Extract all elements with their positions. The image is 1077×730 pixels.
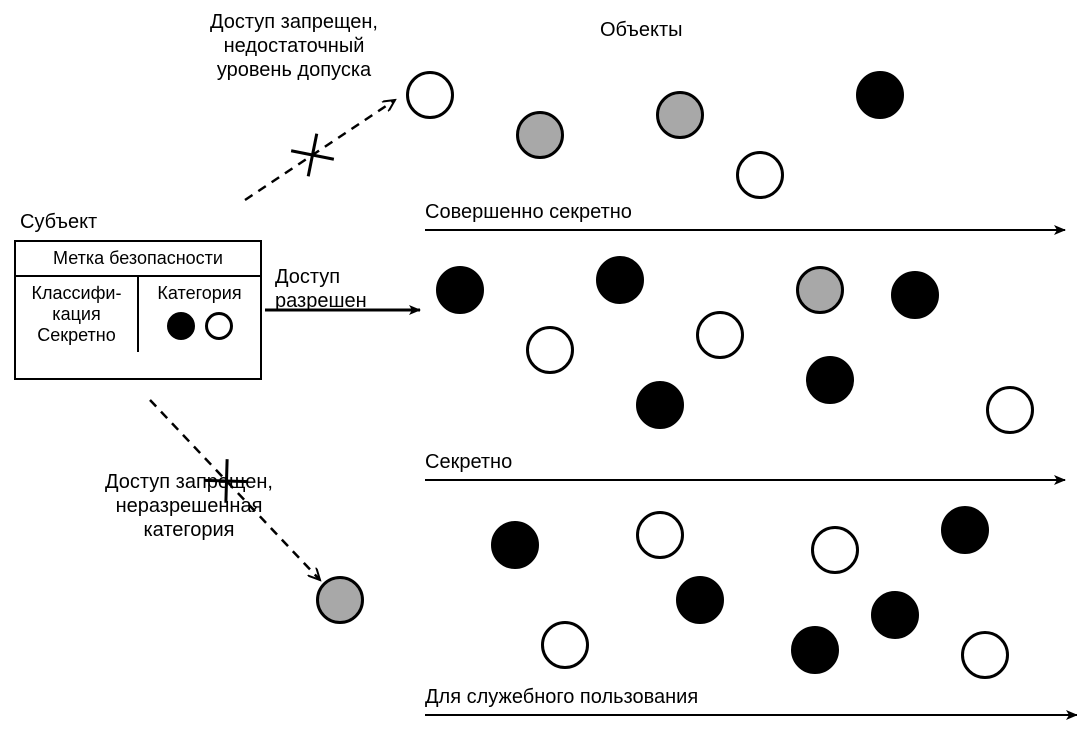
allowed-label: Доступ разрешен (275, 265, 367, 313)
mid-zone-circle (596, 256, 644, 304)
top-zone-circle (516, 111, 564, 159)
bot-zone-circle (871, 591, 919, 639)
mid-zone-circle (636, 381, 684, 429)
level-label-mid: Секретно (425, 450, 512, 474)
bot-zone-circle (316, 576, 364, 624)
security-label-header: Метка безопасности (16, 242, 260, 277)
subject-title: Субъект (20, 210, 97, 234)
denied-top-label: Доступ запрещен, недостаточный уровень д… (210, 10, 378, 82)
bot-zone-circle (961, 631, 1009, 679)
mid-zone-circle (891, 271, 939, 319)
level-label-bot: Для служебного пользования (425, 685, 698, 709)
category-cell: Категория (139, 277, 260, 352)
bot-zone-circle (791, 626, 839, 674)
mid-zone-circle (986, 386, 1034, 434)
bot-zone-circle (811, 526, 859, 574)
level-label-top: Совершенно секретно (425, 200, 632, 224)
classification-cell: Классифи- кация Секретно (16, 277, 139, 352)
top-zone-circle (656, 91, 704, 139)
category-circles (167, 312, 233, 340)
top-zone-circle (406, 71, 454, 119)
denied-bottom-label: Доступ запрещен, неразрешенная категория (105, 470, 273, 542)
mid-zone-circle (436, 266, 484, 314)
bot-zone-circle (636, 511, 684, 559)
bot-zone-circle (941, 506, 989, 554)
category-label: Категория (157, 283, 241, 304)
mid-zone-circle (696, 311, 744, 359)
category-circle-icon (167, 312, 195, 340)
subject-security-label-box: Метка безопасности Классифи- кация Секре… (14, 240, 262, 380)
top-zone-circle (736, 151, 784, 199)
mid-zone-circle (806, 356, 854, 404)
top-zone-circle (856, 71, 904, 119)
objects-title: Объекты (600, 18, 682, 42)
category-circle-icon (205, 312, 233, 340)
diagram-stage: Объекты Субъект Доступ запрещен, недоста… (0, 0, 1077, 730)
bot-zone-circle (676, 576, 724, 624)
bot-zone-circle (491, 521, 539, 569)
mid-zone-circle (796, 266, 844, 314)
mid-zone-circle (526, 326, 574, 374)
bot-zone-circle (541, 621, 589, 669)
